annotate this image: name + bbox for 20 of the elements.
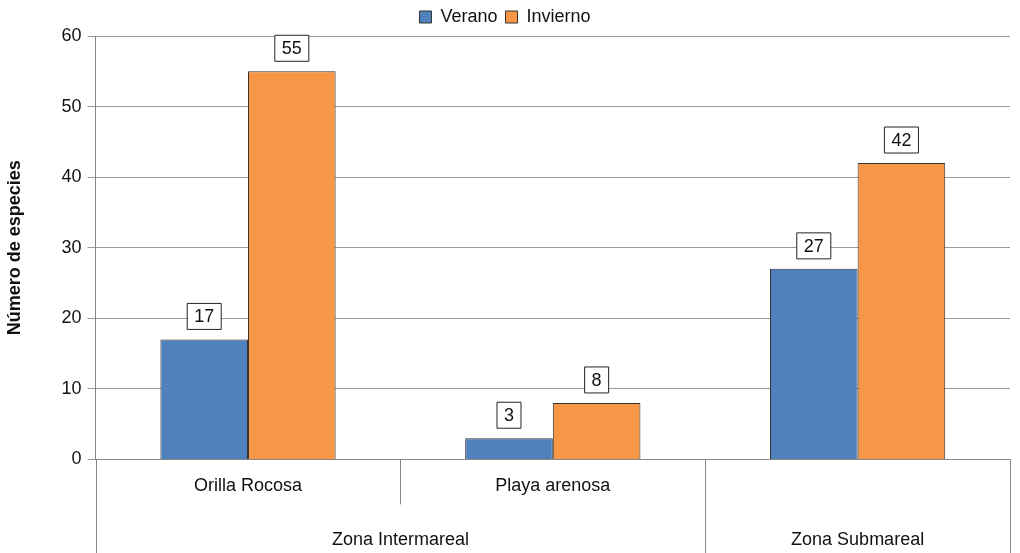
data-label: 55 bbox=[281, 38, 302, 59]
y-tick-label: 10 bbox=[61, 377, 82, 398]
y-tick-label: 60 bbox=[61, 24, 82, 45]
legend-label: Invierno bbox=[526, 5, 591, 26]
y-tick-label: 30 bbox=[61, 236, 82, 257]
y-tick-label: 0 bbox=[71, 448, 82, 469]
data-label: 42 bbox=[891, 129, 912, 150]
data-label: 27 bbox=[803, 235, 824, 256]
data-label: 17 bbox=[194, 306, 215, 327]
x-tick-label: Playa arenosa bbox=[495, 475, 612, 496]
legend-label: Verano bbox=[440, 5, 498, 26]
y-tick-label: 50 bbox=[61, 95, 82, 116]
y-axis-title: Número de especies bbox=[3, 160, 24, 336]
text: Zona Submareal bbox=[791, 528, 925, 549]
x-tick-label: Orilla Rocosa bbox=[193, 475, 304, 496]
text: Zona Intermareal bbox=[331, 528, 469, 549]
data-label: 8 bbox=[591, 369, 602, 390]
data-label: 3 bbox=[503, 405, 514, 426]
y-tick-label: 20 bbox=[61, 307, 82, 328]
y-tick-label: 40 bbox=[61, 166, 82, 187]
